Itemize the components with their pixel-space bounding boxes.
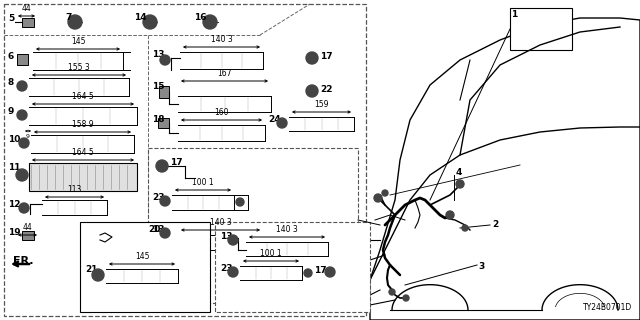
Text: 14: 14 [134,13,147,22]
Text: 9: 9 [8,107,14,116]
Text: 16: 16 [195,13,207,22]
Text: 15: 15 [152,82,164,91]
Text: 44: 44 [22,4,31,13]
Circle shape [17,81,27,91]
Circle shape [19,203,29,213]
Text: 158 9: 158 9 [72,120,93,129]
Circle shape [304,269,312,277]
Circle shape [228,235,238,245]
Text: 19: 19 [8,228,20,237]
Text: 23: 23 [220,264,232,273]
Text: 5: 5 [8,14,14,23]
Circle shape [19,138,29,148]
Text: 159: 159 [314,100,329,109]
Text: 1: 1 [511,10,517,19]
Circle shape [456,180,464,188]
Circle shape [462,225,468,231]
Bar [22,18,34,27]
Text: 21: 21 [85,265,97,274]
Text: 167: 167 [217,69,232,78]
Bar [4,4,366,316]
Text: 4: 4 [456,168,462,177]
Circle shape [160,196,170,206]
Text: 24: 24 [268,115,280,124]
Bar [148,148,358,303]
Text: TY24B0701D: TY24B0701D [583,303,632,312]
Circle shape [143,15,157,29]
Text: 160: 160 [214,108,228,117]
Text: 13: 13 [152,225,164,234]
Text: 100 1: 100 1 [192,178,214,187]
Text: 6: 6 [8,52,14,61]
Text: 17: 17 [314,266,326,275]
Circle shape [325,267,335,277]
Text: 11: 11 [8,163,20,172]
Bar [510,8,572,50]
Text: 8: 8 [8,78,14,87]
Polygon shape [370,18,640,320]
Bar [215,222,370,312]
Text: 140 3: 140 3 [276,225,298,234]
Text: 13: 13 [152,50,164,59]
Text: 3: 3 [478,262,484,271]
Bar [17,53,28,65]
Text: 113: 113 [67,185,82,194]
Text: 23: 23 [152,193,164,202]
Circle shape [228,267,238,277]
Text: 9: 9 [26,133,30,139]
Bar [22,230,34,239]
Circle shape [374,194,382,202]
Text: 12: 12 [8,200,20,209]
Text: 140 3: 140 3 [210,218,232,227]
Text: 7: 7 [66,13,72,22]
Text: FR.: FR. [13,256,33,266]
Text: 140 3: 140 3 [211,35,232,44]
Circle shape [203,15,217,29]
Circle shape [389,289,395,295]
Bar [157,118,168,128]
Bar [29,163,137,191]
Circle shape [306,52,318,64]
Circle shape [236,198,244,206]
Circle shape [160,228,170,238]
Text: 17: 17 [170,158,182,167]
Text: 10: 10 [8,135,20,144]
Circle shape [156,160,168,172]
Bar [159,86,169,98]
Circle shape [92,269,104,281]
Circle shape [277,118,287,128]
Circle shape [446,211,454,219]
Text: 18: 18 [152,115,164,124]
Text: 145: 145 [71,37,85,46]
Circle shape [16,169,28,181]
Circle shape [17,110,27,120]
Text: 22: 22 [320,85,333,94]
Bar [80,222,210,312]
Circle shape [306,85,318,97]
Circle shape [68,15,82,29]
Text: 164 5: 164 5 [72,148,94,157]
Text: 17: 17 [320,52,333,61]
Text: 145: 145 [135,252,149,261]
Text: 44: 44 [22,223,33,232]
Text: 20: 20 [148,225,161,234]
Text: 2: 2 [492,220,499,229]
Text: 164 5: 164 5 [72,92,94,101]
Circle shape [382,190,388,196]
Circle shape [160,55,170,65]
Circle shape [403,295,409,301]
Text: 155 3: 155 3 [68,63,90,72]
Text: 13: 13 [220,232,232,241]
Text: 100 1: 100 1 [260,249,282,258]
